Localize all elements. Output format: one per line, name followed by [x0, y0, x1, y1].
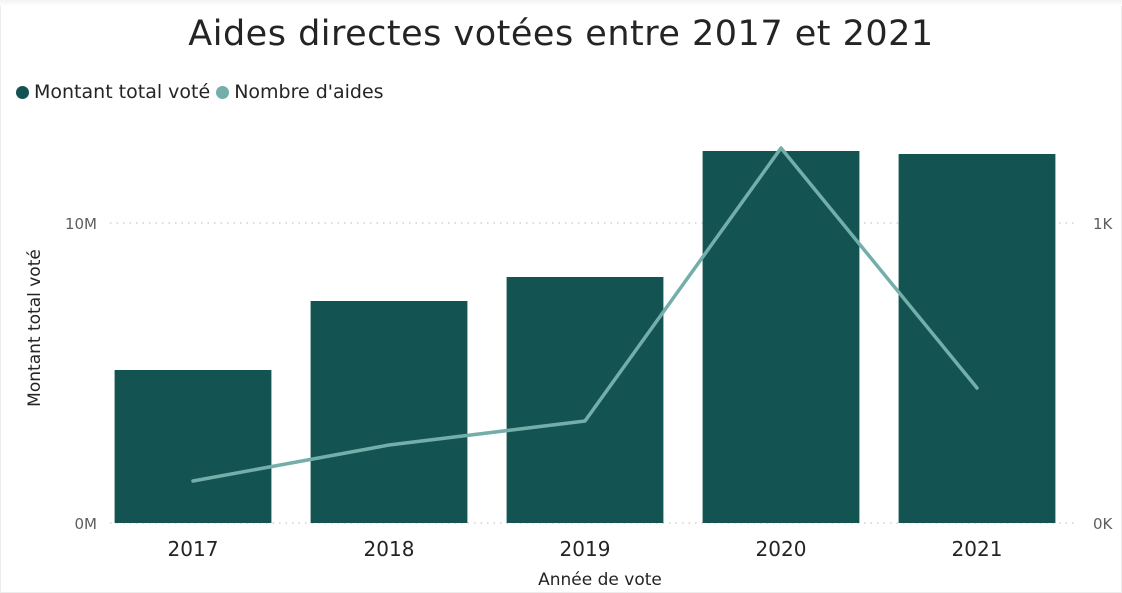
bar-2019[interactable]: [506, 277, 664, 523]
line-point-2020[interactable]: [780, 147, 782, 149]
line-point-2021[interactable]: [976, 387, 978, 389]
chart-legend: Montant total voté Nombre d'aides: [16, 80, 390, 104]
y-axis-title: Montant total voté: [25, 249, 45, 407]
chart-title: Aides directes votées entre 2017 et 2021: [188, 14, 934, 54]
bar-2018[interactable]: [310, 301, 468, 523]
y-right-tick-label: 1K: [1093, 215, 1114, 233]
y-left-tick-label: 10M: [65, 215, 97, 233]
legend-item-montant[interactable]: Montant total voté: [16, 81, 210, 103]
bar-2017[interactable]: [114, 370, 272, 523]
legend-label-montant: Montant total voté: [34, 81, 211, 103]
x-tick-label: 2021: [952, 537, 1003, 561]
x-tick-label: 2019: [560, 537, 611, 561]
bar-2021[interactable]: [898, 154, 1056, 523]
line-point-2019[interactable]: [584, 420, 586, 422]
legend-label-nombre: Nombre d'aides: [234, 81, 384, 103]
line-point-2018[interactable]: [388, 444, 390, 446]
line-series: [191, 146, 979, 483]
y-left-tick-label: 0M: [75, 515, 98, 533]
legend-dot-montant-icon: [16, 85, 29, 99]
card-top-strip: [0, 0, 1122, 6]
bar-2020[interactable]: [702, 151, 860, 523]
legend-dot-nombre-icon: [216, 85, 230, 99]
line-point-2017[interactable]: [192, 480, 194, 482]
y-right-tick-label: 0K: [1093, 515, 1114, 533]
axes: 0M 10M 0K 1K 2017 2018 2019 2020 2021 Année de vo…: [25, 215, 1114, 590]
x-axis-title: Année de vote: [538, 570, 662, 590]
x-tick-label: 2020: [756, 537, 807, 561]
bar-series: [114, 151, 1056, 523]
x-tick-label: 2018: [364, 537, 415, 561]
x-tick-label: 2017: [168, 537, 219, 561]
legend-item-nombre[interactable]: Nombre d'aides: [216, 81, 384, 103]
